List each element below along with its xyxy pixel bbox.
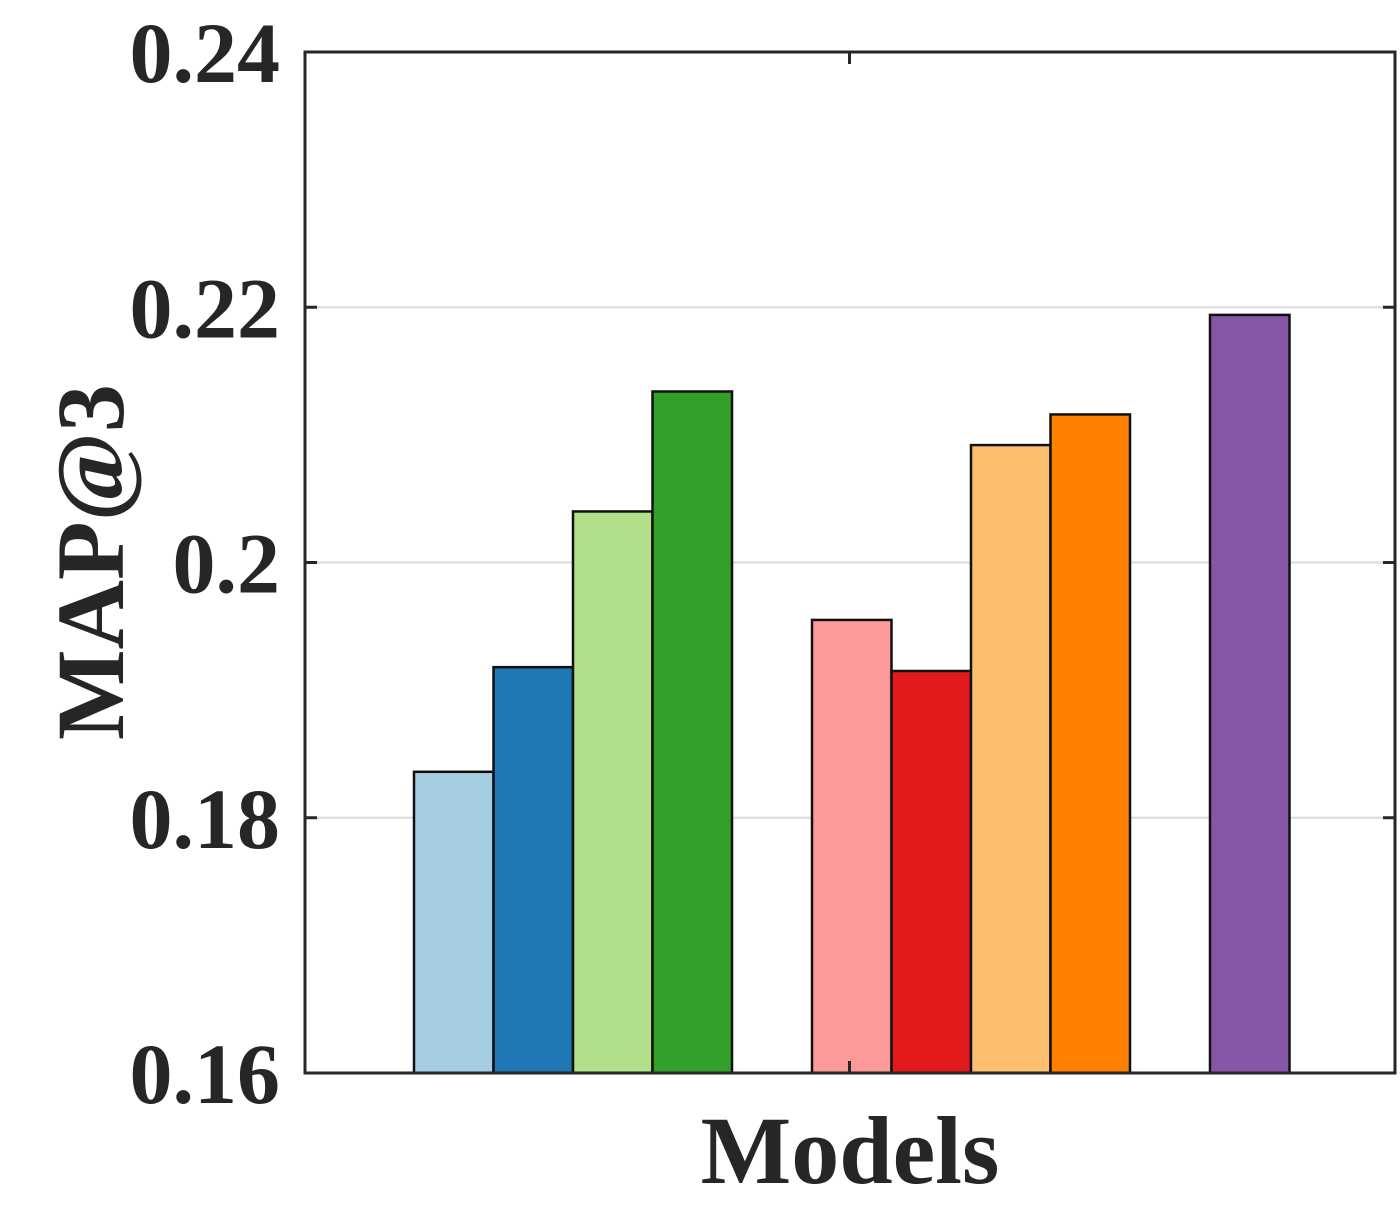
bar-g1-1 xyxy=(412,770,495,1075)
bar-g1-4 xyxy=(651,390,734,1075)
x-axis-label: Models xyxy=(701,1097,1000,1200)
y-axis-label: MAP@3 xyxy=(37,384,144,740)
y-tick-label: 0.16 xyxy=(130,1026,281,1122)
bar-g1-2 xyxy=(492,665,575,1075)
y-tick-label: 0.22 xyxy=(130,260,281,356)
bar-g2-3 xyxy=(969,443,1052,1075)
y-tick-label: 0.18 xyxy=(130,771,281,867)
bar-g3-1 xyxy=(1208,313,1291,1075)
y-tick-label: 0.24 xyxy=(130,5,281,101)
y-tick-label: 0.2 xyxy=(173,516,281,612)
bar-g2-2 xyxy=(890,669,973,1075)
bar-g1-3 xyxy=(571,510,654,1075)
bar-g2-4 xyxy=(1049,413,1132,1075)
bar-g2-1 xyxy=(810,618,893,1075)
bars xyxy=(412,313,1291,1075)
ticks: 0.16 0.18 0.2 0.22 0.24 xyxy=(130,5,1395,1122)
